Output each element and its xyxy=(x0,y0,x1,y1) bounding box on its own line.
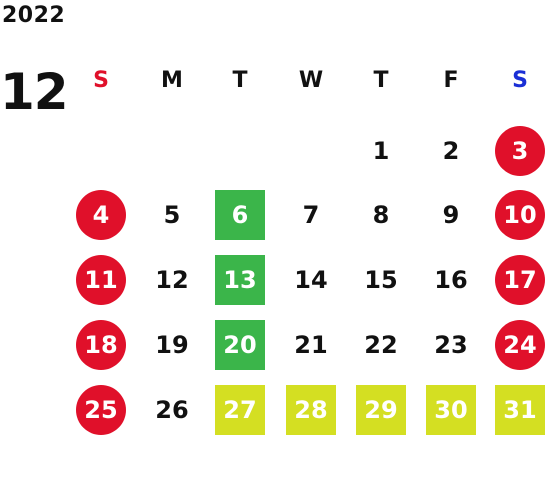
day-cell-27[interactable]: 27 xyxy=(215,385,265,435)
day-cell-16[interactable]: 16 xyxy=(434,266,468,294)
year-label: 2022 xyxy=(2,3,66,28)
day-cell-5[interactable]: 5 xyxy=(163,201,181,229)
day-cell-25[interactable]: 25 xyxy=(76,385,126,435)
day-cell-28[interactable]: 28 xyxy=(286,385,336,435)
weekday-5: F xyxy=(443,68,459,93)
day-cell-24[interactable]: 24 xyxy=(495,320,545,370)
weekday-0: S xyxy=(93,68,109,93)
day-cell-14[interactable]: 14 xyxy=(294,266,328,294)
day-cell-4[interactable]: 4 xyxy=(76,190,126,240)
month-label: 12 xyxy=(0,63,69,121)
day-cell-9[interactable]: 9 xyxy=(442,201,460,229)
day-cell-12[interactable]: 12 xyxy=(155,266,189,294)
day-cell-3[interactable]: 3 xyxy=(495,126,545,176)
day-cell-29[interactable]: 29 xyxy=(356,385,406,435)
day-cell-10[interactable]: 10 xyxy=(495,190,545,240)
weekday-4: T xyxy=(373,68,389,93)
day-cell-2[interactable]: 2 xyxy=(442,137,460,165)
day-cell-26[interactable]: 26 xyxy=(155,396,189,424)
weekday-2: T xyxy=(232,68,248,93)
day-cell-6[interactable]: 6 xyxy=(215,190,265,240)
weekday-6: S xyxy=(512,68,528,93)
weekday-1: M xyxy=(161,68,183,93)
day-cell-23[interactable]: 23 xyxy=(434,331,468,359)
day-cell-21[interactable]: 21 xyxy=(294,331,328,359)
day-cell-11[interactable]: 11 xyxy=(76,255,126,305)
day-cell-13[interactable]: 13 xyxy=(215,255,265,305)
day-cell-1[interactable]: 1 xyxy=(372,137,390,165)
day-cell-22[interactable]: 22 xyxy=(364,331,398,359)
weekday-3: W xyxy=(298,68,324,93)
day-cell-15[interactable]: 15 xyxy=(364,266,398,294)
day-cell-17[interactable]: 17 xyxy=(495,255,545,305)
day-cell-30[interactable]: 30 xyxy=(426,385,476,435)
day-cell-19[interactable]: 19 xyxy=(155,331,189,359)
day-cell-31[interactable]: 31 xyxy=(495,385,545,435)
day-cell-18[interactable]: 18 xyxy=(76,320,126,370)
day-cell-8[interactable]: 8 xyxy=(372,201,390,229)
day-cell-20[interactable]: 20 xyxy=(215,320,265,370)
day-cell-7[interactable]: 7 xyxy=(302,201,320,229)
